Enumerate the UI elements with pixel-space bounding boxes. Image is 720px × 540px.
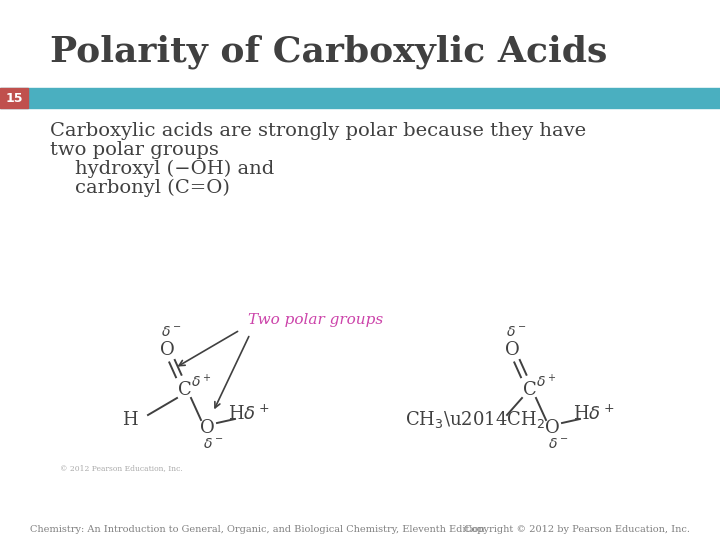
Text: C: C	[178, 381, 192, 399]
Text: CH$_3$\u2014CH$_2$: CH$_3$\u2014CH$_2$	[405, 409, 545, 430]
Text: $\delta^-$: $\delta^-$	[161, 325, 181, 339]
Text: $\delta^-$: $\delta^-$	[203, 437, 223, 451]
Text: O: O	[160, 341, 174, 359]
Text: © 2012 Pearson Education, Inc.: © 2012 Pearson Education, Inc.	[60, 464, 183, 472]
Text: Polarity of Carboxylic Acids: Polarity of Carboxylic Acids	[50, 35, 608, 69]
Text: H: H	[122, 411, 138, 429]
Text: H$\delta^+$: H$\delta^+$	[228, 404, 270, 424]
Text: Copyright © 2012 by Pearson Education, Inc.: Copyright © 2012 by Pearson Education, I…	[464, 525, 690, 535]
Text: $\delta^-$: $\delta^-$	[548, 437, 568, 451]
Text: O: O	[199, 419, 215, 437]
Text: O: O	[544, 419, 559, 437]
Text: O: O	[505, 341, 519, 359]
Text: C: C	[523, 381, 537, 399]
Text: Chemistry: An Introduction to General, Organic, and Biological Chemistry, Eleven: Chemistry: An Introduction to General, O…	[30, 525, 485, 535]
Text: two polar groups: two polar groups	[50, 141, 219, 159]
Text: hydroxyl (−OH) and: hydroxyl (−OH) and	[50, 160, 274, 178]
Text: $\delta^+$: $\delta^+$	[191, 373, 211, 390]
Text: 15: 15	[5, 91, 23, 105]
Bar	[0, 88, 720, 108]
Text: Two polar groups: Two polar groups	[248, 313, 383, 327]
Text: Carboxylic acids are strongly polar because they have: Carboxylic acids are strongly polar beca…	[50, 122, 586, 140]
Bar	[0, 88, 28, 108]
Text: H$\delta^+$: H$\delta^+$	[573, 404, 615, 424]
Text: $\delta^-$: $\delta^-$	[505, 325, 526, 339]
Text: $\delta^+$: $\delta^+$	[536, 373, 556, 390]
Text: carbonyl (C=O): carbonyl (C=O)	[50, 179, 230, 197]
